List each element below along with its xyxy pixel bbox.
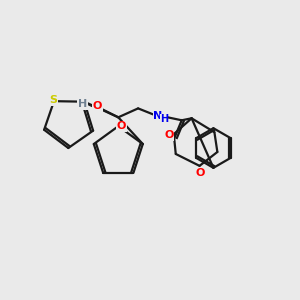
- Text: N: N: [153, 111, 163, 121]
- Text: O: O: [93, 101, 102, 111]
- Text: O: O: [164, 130, 173, 140]
- Text: O: O: [117, 121, 126, 131]
- Text: H: H: [160, 114, 168, 124]
- Text: O: O: [196, 168, 205, 178]
- Text: S: S: [49, 95, 57, 105]
- Text: H: H: [78, 99, 87, 110]
